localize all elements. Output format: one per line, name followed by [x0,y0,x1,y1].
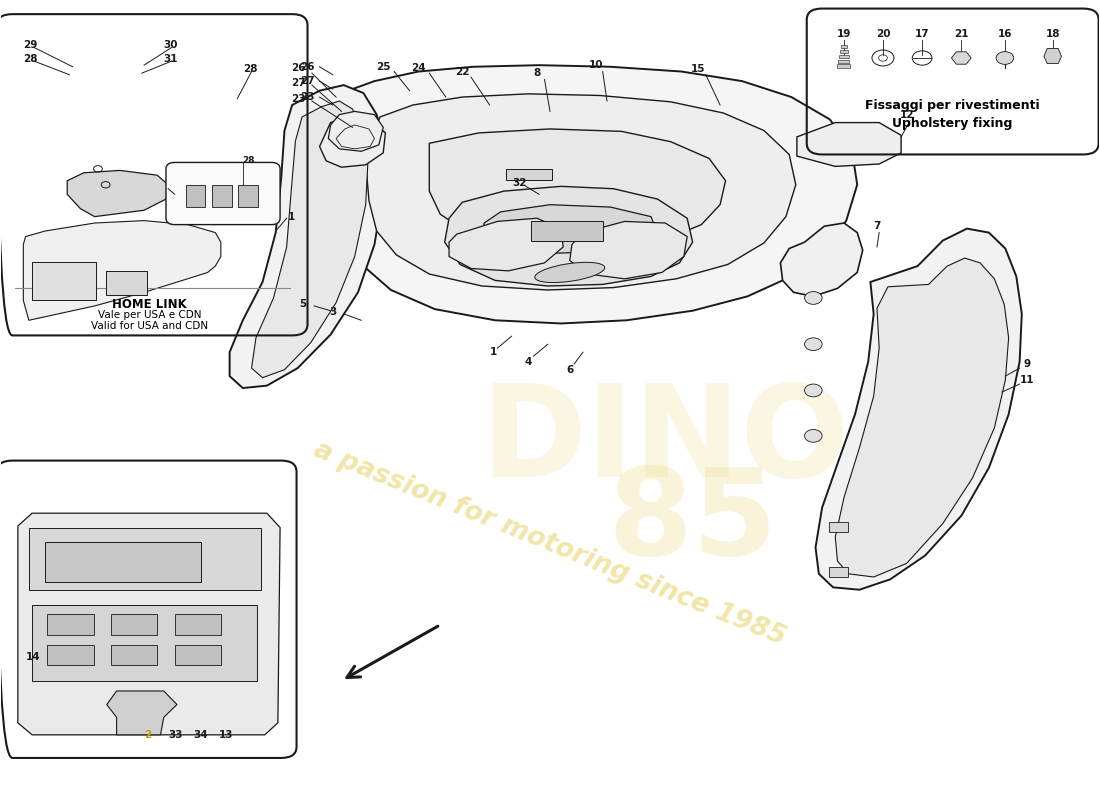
Polygon shape [429,129,726,249]
Text: 26: 26 [292,63,306,74]
Polygon shape [107,691,177,735]
Text: 15: 15 [691,64,705,74]
Text: Vale per USA e CDN: Vale per USA e CDN [98,310,201,320]
Bar [839,50,848,54]
Bar [828,522,848,531]
Text: 13: 13 [219,730,233,740]
Text: 2: 2 [144,730,152,740]
Text: 6: 6 [566,365,573,374]
Bar [175,645,221,666]
Polygon shape [815,229,1022,590]
Text: 1: 1 [490,347,496,357]
Bar [186,185,206,207]
Text: 9: 9 [1024,359,1031,369]
Text: 18: 18 [1045,29,1060,39]
Text: 20: 20 [876,29,890,39]
Bar [45,542,201,582]
Polygon shape [365,94,795,290]
Circle shape [997,52,1014,64]
Text: 17: 17 [915,29,930,39]
Text: 8: 8 [534,68,540,78]
Polygon shape [796,122,901,166]
Bar [32,262,96,300]
Polygon shape [67,170,168,217]
Polygon shape [18,514,280,735]
Text: 33: 33 [168,730,183,740]
Polygon shape [570,222,688,279]
Polygon shape [230,85,385,388]
Text: 23: 23 [292,94,306,104]
Text: 85: 85 [607,462,778,580]
Text: 29: 29 [23,40,37,50]
Text: 34: 34 [194,730,208,740]
Text: 16: 16 [998,29,1012,39]
Text: Upholstery fixing: Upholstery fixing [892,117,1013,130]
Polygon shape [252,101,367,378]
Circle shape [804,338,822,350]
Polygon shape [444,186,693,286]
Polygon shape [449,218,563,271]
Polygon shape [336,65,857,323]
Bar [47,645,94,666]
Polygon shape [1044,49,1061,63]
Text: 27: 27 [300,76,315,86]
Polygon shape [482,205,658,254]
Bar [506,169,552,180]
Text: HOME LINK: HOME LINK [112,298,187,311]
Text: 4: 4 [525,357,531,366]
Polygon shape [952,52,971,64]
Text: a passion for motoring since 1985: a passion for motoring since 1985 [310,437,790,650]
Text: 32: 32 [512,178,527,188]
Polygon shape [835,258,1009,577]
Text: 7: 7 [873,222,881,231]
Polygon shape [320,117,385,167]
Text: 22: 22 [455,66,470,77]
Bar [29,527,262,590]
Bar [111,614,157,635]
Text: 11: 11 [1020,375,1034,385]
Polygon shape [23,221,221,320]
Text: 14: 14 [25,652,41,662]
Circle shape [804,430,822,442]
Text: 27: 27 [292,78,306,88]
Ellipse shape [535,262,605,282]
Bar [838,59,849,62]
Text: 21: 21 [954,29,968,39]
Circle shape [804,291,822,304]
Bar [32,605,257,681]
Text: 10: 10 [588,60,603,70]
Bar [175,614,221,635]
Text: Valid for USA and CDN: Valid for USA and CDN [91,321,208,331]
Bar [837,64,850,67]
FancyBboxPatch shape [166,162,280,225]
Text: 30: 30 [164,40,178,50]
Bar [531,221,603,241]
Bar [828,567,848,577]
Text: DINO: DINO [481,379,849,504]
Text: 5: 5 [299,299,307,310]
Text: 1: 1 [288,212,295,222]
Text: 19: 19 [837,29,851,39]
Bar [47,614,94,635]
Bar [239,185,258,207]
Bar [212,185,232,207]
Circle shape [804,384,822,397]
Text: 25: 25 [376,62,390,72]
Bar [111,645,157,666]
Text: 23: 23 [300,92,315,102]
Text: 28: 28 [23,54,37,64]
Text: 12: 12 [900,110,914,119]
Polygon shape [329,111,383,151]
Text: 28: 28 [243,64,257,74]
Text: 3: 3 [329,307,337,318]
Bar [106,271,147,294]
Polygon shape [780,223,862,296]
Text: 24: 24 [411,63,426,74]
Bar [840,46,847,49]
Text: 31: 31 [164,54,178,64]
Text: Fissaggi per rivestimenti: Fissaggi per rivestimenti [866,98,1040,111]
Bar [839,55,848,58]
Text: 26: 26 [300,62,315,72]
Text: 28: 28 [242,156,254,166]
